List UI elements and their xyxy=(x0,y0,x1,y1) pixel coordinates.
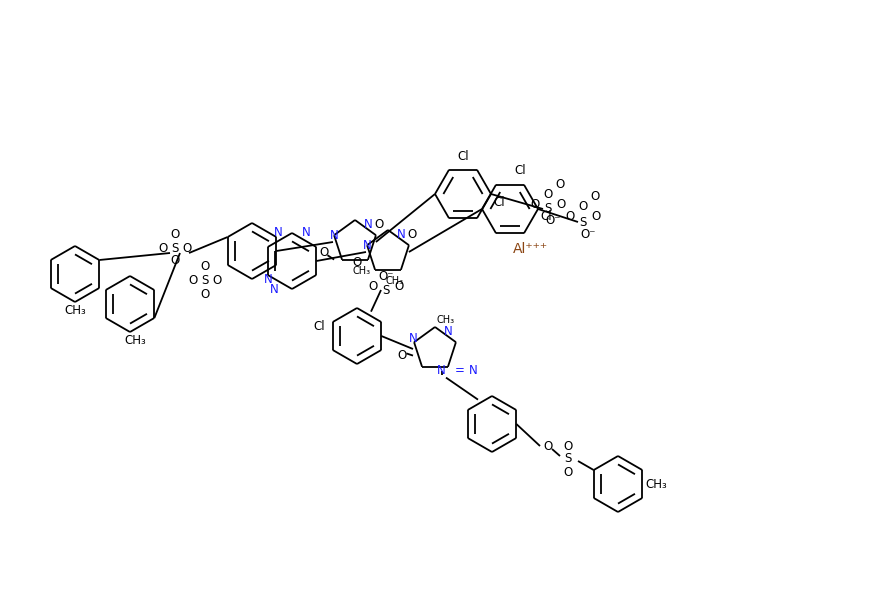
Text: Cl: Cl xyxy=(514,164,526,178)
Text: O: O xyxy=(320,246,328,260)
Text: O⁻: O⁻ xyxy=(378,269,394,283)
Text: N: N xyxy=(397,228,406,241)
Text: O: O xyxy=(212,274,222,288)
Text: O: O xyxy=(375,218,384,231)
Text: O: O xyxy=(395,280,403,292)
Text: N: N xyxy=(269,283,278,296)
Text: O: O xyxy=(201,260,209,274)
Text: O: O xyxy=(556,198,566,211)
Text: S: S xyxy=(202,274,209,288)
Text: O: O xyxy=(353,257,362,269)
Text: O: O xyxy=(592,211,600,223)
Text: O: O xyxy=(189,274,197,288)
Text: O: O xyxy=(530,198,540,211)
Text: Cl: Cl xyxy=(541,211,552,223)
Text: =: = xyxy=(454,364,465,378)
Text: O⁻: O⁻ xyxy=(580,228,596,240)
Text: CH₃: CH₃ xyxy=(124,333,146,347)
Text: Cl: Cl xyxy=(494,196,505,208)
Text: N: N xyxy=(362,239,371,252)
Text: Al⁺⁺⁺: Al⁺⁺⁺ xyxy=(513,242,547,256)
Text: N: N xyxy=(263,273,272,286)
Text: CH₃: CH₃ xyxy=(386,275,404,286)
Text: O: O xyxy=(368,280,378,292)
Text: CH₃: CH₃ xyxy=(353,266,371,275)
Text: N: N xyxy=(469,364,478,378)
Text: Cl: Cl xyxy=(457,150,468,162)
Text: N: N xyxy=(408,332,417,344)
Text: O: O xyxy=(170,254,180,268)
Text: O: O xyxy=(182,242,192,254)
Text: N: N xyxy=(437,364,446,378)
Text: N: N xyxy=(329,229,338,242)
Text: O: O xyxy=(555,178,565,190)
Text: O: O xyxy=(201,288,209,301)
Text: N: N xyxy=(302,226,310,239)
Text: O: O xyxy=(563,466,573,478)
Text: O: O xyxy=(543,440,553,452)
Text: S: S xyxy=(382,283,389,297)
Text: N: N xyxy=(364,218,373,231)
Text: O: O xyxy=(579,201,587,213)
Text: O: O xyxy=(566,211,574,223)
Text: O⁻: O⁻ xyxy=(545,214,561,228)
Text: Cl: Cl xyxy=(313,320,325,332)
Text: S: S xyxy=(564,452,572,466)
Text: CH₃: CH₃ xyxy=(64,303,86,316)
Text: O: O xyxy=(170,228,180,240)
Text: O: O xyxy=(397,349,407,362)
Text: CH₃: CH₃ xyxy=(437,315,455,326)
Text: O: O xyxy=(590,190,600,202)
Text: N: N xyxy=(444,325,453,338)
Text: S: S xyxy=(544,202,552,216)
Text: O: O xyxy=(543,187,553,201)
Text: O: O xyxy=(563,440,573,452)
Text: S: S xyxy=(171,242,179,254)
Text: O: O xyxy=(408,228,417,241)
Text: S: S xyxy=(580,216,587,228)
Text: N: N xyxy=(274,226,282,240)
Text: CH₃: CH₃ xyxy=(645,478,667,490)
Text: O: O xyxy=(158,242,168,254)
